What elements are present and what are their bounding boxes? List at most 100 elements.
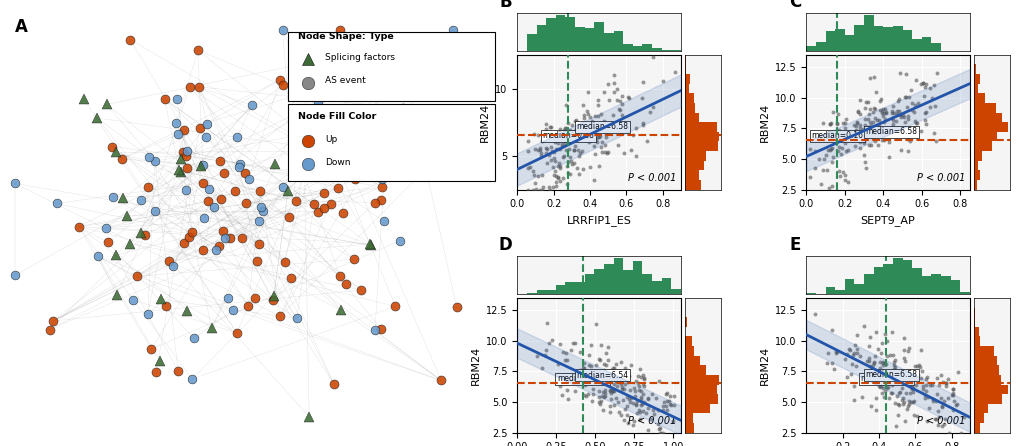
- Point: [633, 401, 649, 408]
- Point: [847, 363, 863, 370]
- Point: [884, 359, 901, 366]
- Point: [916, 83, 932, 91]
- Point: [889, 392, 905, 400]
- Point: [921, 84, 937, 91]
- Point: [893, 129, 909, 136]
- Point: [907, 381, 923, 388]
- Point: [579, 390, 595, 397]
- Point: [625, 132, 641, 139]
- Point: [926, 137, 943, 144]
- Point: [892, 146, 908, 153]
- Point: [874, 112, 891, 120]
- Y-axis label: RBM24: RBM24: [479, 103, 489, 142]
- Point: [590, 387, 606, 394]
- Point: [841, 128, 857, 135]
- Point: [575, 132, 591, 140]
- Point: [247, 295, 263, 302]
- Bar: [613, 258, 623, 294]
- Point: [605, 376, 622, 383]
- Point: [592, 397, 608, 404]
- Point: [833, 151, 849, 158]
- Point: [551, 145, 568, 153]
- Point: [546, 136, 562, 143]
- Point: [625, 421, 641, 429]
- Point: [331, 273, 347, 280]
- Point: [125, 297, 142, 304]
- Bar: [685, 161, 703, 170]
- Point: [551, 162, 568, 169]
- Point: [208, 246, 224, 253]
- Point: [575, 111, 591, 118]
- Point: [835, 169, 851, 176]
- Bar: [863, 15, 873, 51]
- Point: [883, 120, 900, 127]
- Point: [851, 96, 867, 103]
- Point: [612, 359, 629, 366]
- Point: [582, 164, 598, 171]
- Point: [547, 172, 564, 179]
- Point: [614, 376, 631, 383]
- Point: [838, 116, 854, 123]
- Point: [849, 107, 865, 114]
- FancyBboxPatch shape: [288, 103, 495, 181]
- Point: [633, 388, 649, 395]
- Point: [650, 425, 666, 432]
- Point: [871, 384, 888, 391]
- Point: [628, 401, 644, 408]
- Point: [592, 111, 608, 118]
- Point: [654, 429, 671, 436]
- Point: [635, 399, 651, 406]
- Bar: [651, 281, 661, 294]
- Point: [820, 146, 837, 153]
- Point: [236, 169, 253, 176]
- Point: [178, 152, 195, 159]
- Point: [870, 117, 887, 124]
- Point: [649, 420, 665, 427]
- Point: [571, 152, 587, 159]
- Point: [642, 109, 658, 116]
- Point: [846, 383, 862, 390]
- Point: [875, 394, 892, 401]
- Point: [916, 116, 932, 124]
- Point: [620, 95, 636, 102]
- Bar: [973, 93, 984, 103]
- Bar: [536, 290, 546, 294]
- Point: [892, 110, 908, 117]
- Point: [897, 70, 913, 77]
- Point: [914, 93, 930, 100]
- Point: [837, 139, 853, 146]
- FancyBboxPatch shape: [288, 32, 495, 101]
- Bar: [824, 31, 835, 51]
- Bar: [685, 122, 716, 132]
- Point: [45, 317, 61, 324]
- Point: [602, 366, 619, 373]
- Point: [605, 88, 622, 95]
- Point: [886, 361, 902, 368]
- Point: [611, 381, 628, 388]
- Point: [828, 120, 845, 127]
- Point: [535, 137, 551, 144]
- Bar: [632, 261, 642, 294]
- Point: [905, 389, 921, 396]
- Point: [827, 349, 844, 356]
- Point: [599, 356, 615, 363]
- Point: [876, 105, 893, 112]
- Point: [884, 126, 901, 133]
- Point: [945, 397, 961, 404]
- Bar: [941, 276, 950, 294]
- Point: [567, 128, 583, 135]
- Point: [597, 131, 613, 138]
- Point: [827, 350, 844, 357]
- Point: [562, 131, 579, 138]
- Point: [856, 122, 872, 129]
- Point: [612, 129, 629, 136]
- Bar: [973, 84, 977, 93]
- Point: [860, 357, 876, 364]
- Point: [619, 379, 635, 386]
- Text: A: A: [15, 18, 29, 36]
- Point: [882, 114, 899, 121]
- Bar: [854, 285, 863, 294]
- Point: [600, 96, 616, 103]
- Point: [632, 395, 648, 402]
- Point: [823, 182, 840, 189]
